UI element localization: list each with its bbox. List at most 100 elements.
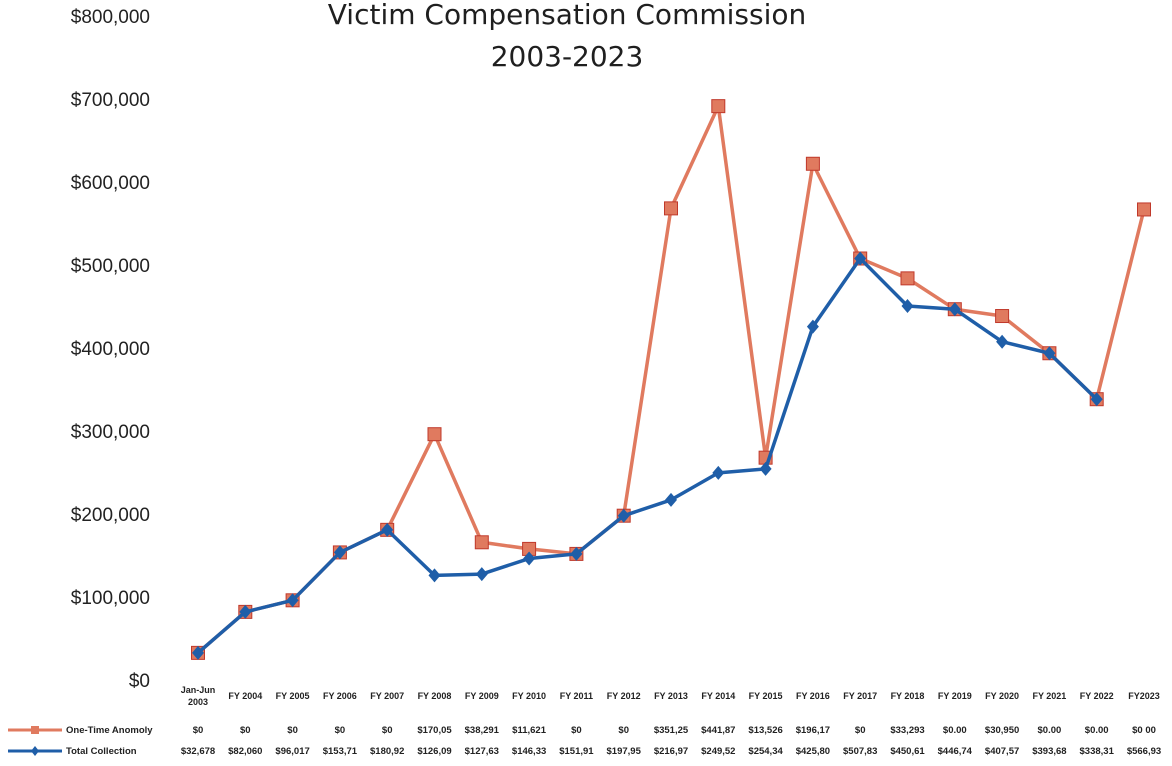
x-axis: Jan-Jun 2003 FY 2004 FY 2005 FY 2006 FY 2007 F… [181, 685, 1160, 707]
table-cell: $196,17 [796, 725, 830, 736]
x-tick-label: FY 2011 [560, 691, 593, 701]
x-tick-label: FY 2021 [1032, 691, 1066, 701]
table-cell: $0.00 [1085, 725, 1109, 736]
data-point [806, 319, 819, 334]
plot-area [191, 99, 1151, 660]
x-tick-label: FY 2006 [323, 691, 357, 701]
table-cell: $13,526 [748, 725, 782, 736]
data-point [665, 492, 677, 507]
x-tick-label: FY 2018 [891, 691, 925, 701]
table-cell: $0 [287, 725, 298, 736]
data-point [617, 508, 630, 523]
data-point [1137, 202, 1151, 217]
x-tick-label: FY 2009 [465, 691, 499, 701]
table-cell: $338,31 [1080, 746, 1115, 757]
x-tick-label: FY 2020 [985, 691, 1019, 701]
x-tick-label: FY 2019 [938, 691, 972, 701]
table-cell: $393,68 [1032, 746, 1066, 757]
data-point [428, 568, 441, 583]
table-cell: $254,34 [748, 746, 783, 757]
table-cell: $450,61 [890, 746, 925, 757]
y-tick-label: $100,000 [71, 588, 150, 609]
table-cell: $0 [382, 725, 393, 736]
x-tick-label: FY 2004 [228, 691, 262, 701]
data-point [901, 298, 914, 313]
legend-key-marker [31, 746, 39, 756]
x-tick-label: 2003 [188, 697, 208, 707]
table-cell: $566,93 [1127, 746, 1161, 757]
table-cell: $0 00 [1132, 725, 1156, 736]
table-cell: $507,83 [843, 746, 877, 757]
table-cell: $180,92 [370, 746, 404, 757]
x-tick-label: FY 2010 [512, 691, 546, 701]
x-tick-label: FY 2007 [370, 691, 404, 701]
series-line-1 [196, 104, 1146, 655]
chart-title-line-1: Victim Compensation Commission [328, 0, 806, 31]
table-cell: $0 [571, 725, 582, 736]
x-tick-label: FY 2016 [796, 691, 830, 701]
table-cell: $0 [618, 725, 629, 736]
x-tick-label: FY2023 [1128, 691, 1160, 701]
data-point [570, 546, 583, 561]
table-cell: $33,293 [890, 725, 924, 736]
y-tick-label: $700,000 [71, 90, 150, 111]
x-tick-label: FY 2012 [607, 691, 641, 701]
table-cell: $197,95 [607, 746, 642, 757]
data-point [1043, 346, 1056, 361]
y-tick-label: $800,000 [71, 7, 150, 28]
x-tick-label: Jan-Jun [181, 685, 216, 695]
legend-label: Total Collection [66, 746, 137, 757]
x-tick-label: FY 2015 [749, 691, 783, 701]
x-tick-label: FY 2013 [654, 691, 688, 701]
table-cell: $126,09 [417, 746, 451, 757]
table-cell: $407,57 [985, 746, 1019, 757]
table-cell: $153,71 [323, 746, 358, 757]
table-cell: $170,05 [417, 725, 452, 736]
table-cell: $351,25 [654, 725, 689, 736]
data-point [381, 522, 394, 537]
y-tick-label: $400,000 [71, 339, 150, 360]
table-cell: $425,80 [796, 746, 830, 757]
table-cell: $249,52 [701, 746, 735, 757]
data-point [333, 545, 346, 560]
table-cell: $151,91 [559, 746, 594, 757]
y-tick-label: $200,000 [71, 505, 150, 526]
data-point [996, 334, 1009, 349]
data-point [286, 593, 299, 608]
legend-label: One-Time Anomoly [66, 725, 153, 736]
y-tick-label: $600,000 [71, 173, 150, 194]
data-point [711, 99, 726, 114]
table-cell: $441,87 [701, 725, 735, 736]
legend-key-marker [31, 726, 39, 734]
data-point [523, 551, 536, 566]
data-table: One-Time Anomoly $0 $0 $0 $0 $0 $170,05 $38,291… [8, 725, 1161, 757]
data-point [427, 427, 442, 442]
data-point [192, 645, 204, 660]
x-tick-label: FY 2017 [843, 691, 877, 701]
y-tick-label: $0 [129, 671, 150, 692]
y-axis: $0 $100,000 $200,000 $300,000 $400,000 $500,0… [71, 7, 150, 692]
data-point [239, 604, 252, 619]
data-point [948, 302, 961, 317]
data-point [854, 251, 867, 266]
data-point [1090, 392, 1103, 407]
table-cell: $0 [193, 725, 204, 736]
x-tick-label: FY 2008 [418, 691, 452, 701]
x-tick-label: FY 2005 [276, 691, 310, 701]
table-cell: $11,621 [512, 725, 547, 736]
data-point [805, 156, 820, 171]
table-cell: $0 [855, 725, 866, 736]
table-cell: $38,291 [465, 725, 500, 736]
data-point [900, 271, 915, 286]
table-cell: $0.00 [943, 725, 967, 736]
table-cell: $0.00 [1038, 725, 1062, 736]
table-cell: $96,017 [275, 746, 309, 757]
data-point [995, 309, 1010, 324]
table-cell: $82,060 [228, 746, 262, 757]
series-line-2 [196, 256, 1098, 655]
x-tick-label: FY 2022 [1080, 691, 1114, 701]
chart-title-line-2: 2003-2023 [491, 40, 644, 73]
y-tick-label: $500,000 [71, 256, 150, 277]
table-cell: $32,678 [181, 746, 215, 757]
